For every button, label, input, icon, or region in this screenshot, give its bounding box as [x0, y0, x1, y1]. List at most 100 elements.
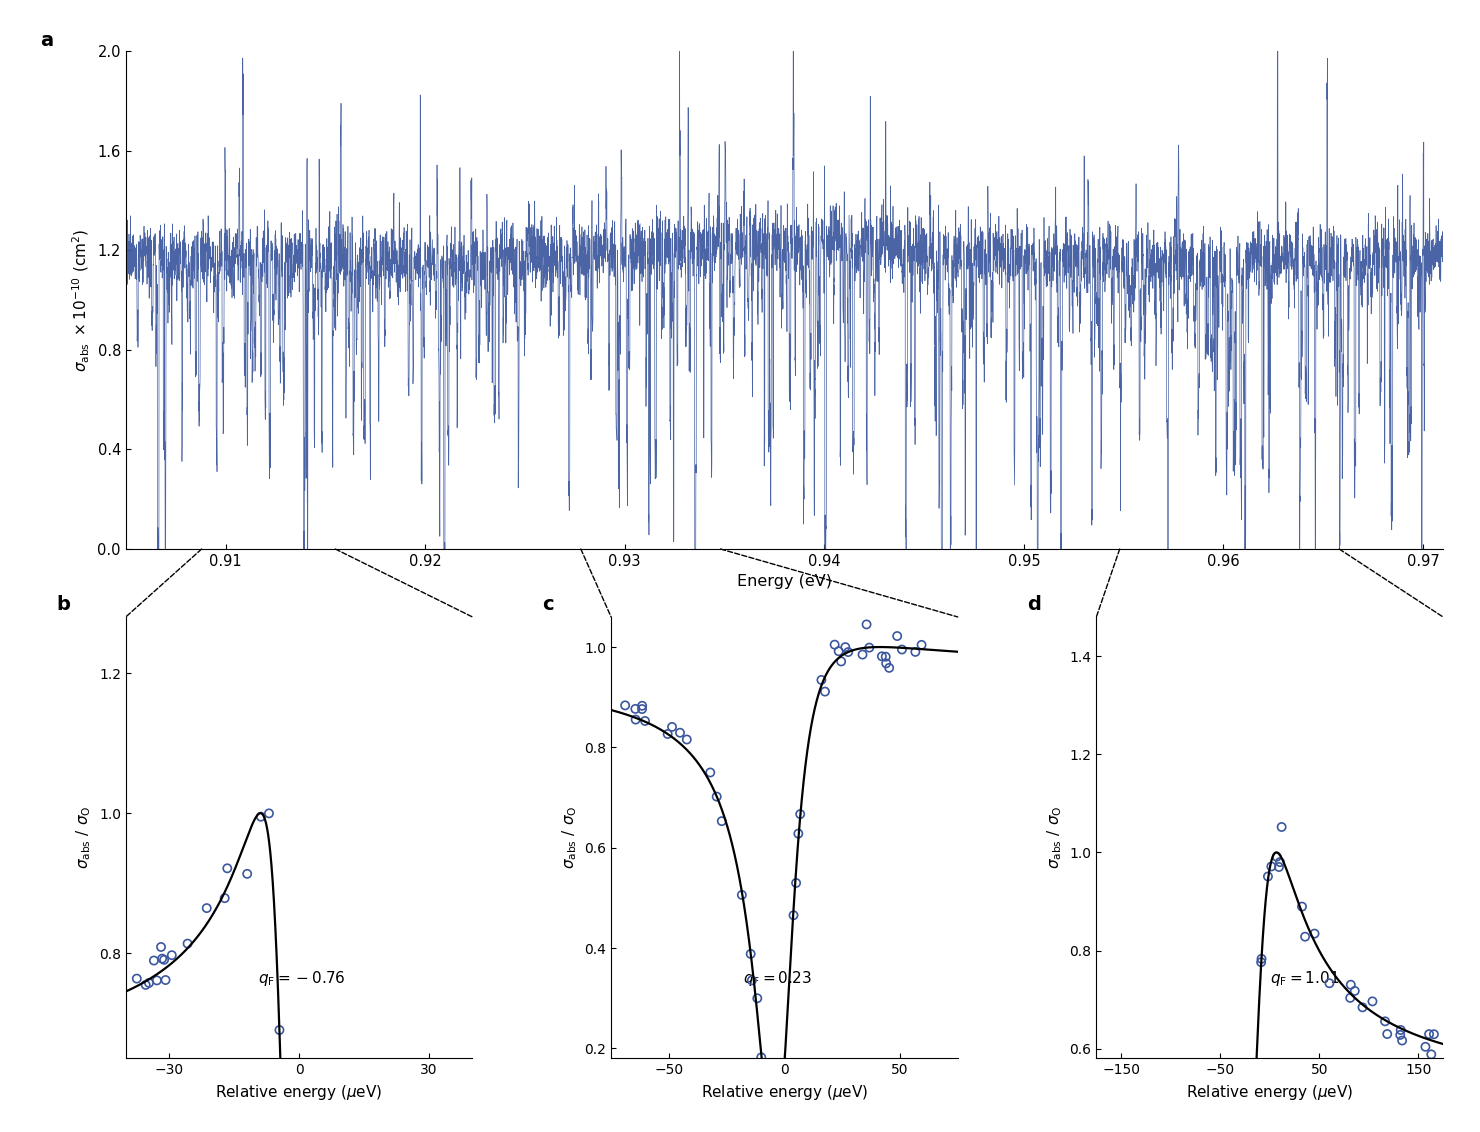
Point	[656, 724, 679, 743]
Point	[1388, 1021, 1412, 1039]
Point	[1342, 981, 1366, 1000]
Point	[1422, 1026, 1446, 1044]
Point	[176, 935, 200, 953]
Point	[660, 718, 684, 736]
Point	[855, 616, 879, 634]
Point	[1291, 898, 1314, 916]
Point	[875, 654, 898, 672]
Point	[1242, 1105, 1265, 1123]
Point	[216, 859, 240, 877]
Text: a: a	[40, 31, 53, 50]
Point	[448, 1113, 472, 1131]
Point	[739, 945, 762, 963]
Point	[138, 974, 161, 992]
Point	[154, 971, 178, 989]
Point	[704, 788, 728, 806]
Point	[1360, 993, 1384, 1011]
Y-axis label: $\sigma_\mathrm{abs}\ \times 10^{-10}\ (\mathrm{cm}^2)$: $\sigma_\mathrm{abs}\ \times 10^{-10}\ (…	[71, 229, 92, 371]
Point	[1351, 998, 1375, 1017]
X-axis label: Relative energy ($\mu$eV): Relative energy ($\mu$eV)	[216, 1083, 383, 1101]
Point	[142, 952, 166, 970]
Point	[1294, 927, 1317, 945]
Point	[903, 643, 926, 661]
Point	[149, 938, 173, 957]
Text: $q_{\mathrm{F}} = 0.23$: $q_{\mathrm{F}} = 0.23$	[743, 969, 811, 988]
Point	[1338, 989, 1362, 1007]
Point	[699, 763, 722, 781]
Y-axis label: $\sigma_\mathrm{abs}\ /\ \sigma_\mathrm{O}$: $\sigma_\mathrm{abs}\ /\ \sigma_\mathrm{…	[559, 806, 579, 869]
Point	[1249, 953, 1273, 971]
Point	[1268, 854, 1292, 872]
Point	[1390, 1031, 1413, 1049]
Point	[1257, 867, 1280, 885]
Point	[784, 874, 808, 892]
Point	[1249, 950, 1273, 968]
Text: $q_{\mathrm{F}} = 1.01$: $q_{\mathrm{F}} = 1.01$	[1270, 969, 1339, 988]
Point	[623, 700, 647, 718]
Point	[1375, 1024, 1399, 1043]
Point	[1317, 975, 1341, 993]
Point	[823, 635, 847, 653]
Point	[133, 976, 157, 994]
Point	[1339, 976, 1363, 994]
Point	[258, 805, 281, 823]
Point	[789, 805, 813, 823]
Point	[1418, 1026, 1442, 1044]
Point	[758, 1109, 781, 1127]
Point	[851, 645, 875, 663]
Point	[878, 659, 901, 677]
Point	[1270, 818, 1294, 837]
Point	[633, 712, 657, 730]
Point	[630, 700, 654, 718]
Point	[833, 638, 857, 657]
Point	[268, 1021, 292, 1039]
Point	[623, 711, 647, 729]
Point	[151, 950, 175, 968]
Point	[710, 812, 734, 830]
Point	[630, 696, 654, 714]
Point	[1259, 857, 1283, 875]
Point	[786, 824, 810, 842]
Point	[749, 1048, 773, 1066]
Text: b: b	[56, 594, 71, 614]
Point	[885, 627, 909, 645]
Point	[836, 643, 860, 661]
Y-axis label: $\sigma_\mathrm{abs}\ /\ \sigma_\mathrm{O}$: $\sigma_\mathrm{abs}\ /\ \sigma_\mathrm{…	[74, 806, 93, 869]
Point	[195, 899, 219, 917]
Point	[1388, 1026, 1412, 1044]
Point	[1373, 1012, 1397, 1030]
Point	[160, 946, 184, 964]
Point	[1267, 858, 1291, 876]
Point	[827, 642, 851, 660]
X-axis label: Energy (eV): Energy (eV)	[737, 574, 832, 590]
Point	[667, 723, 691, 741]
Point	[759, 1126, 783, 1132]
Point	[857, 638, 881, 657]
Point	[1419, 1045, 1443, 1063]
Point	[730, 886, 753, 904]
Point	[235, 865, 259, 883]
Point	[740, 971, 764, 989]
Point	[746, 989, 770, 1007]
Point	[249, 807, 272, 825]
Point	[870, 648, 894, 666]
Point	[762, 1130, 786, 1132]
Point	[1413, 1038, 1437, 1056]
Point	[873, 648, 897, 666]
Y-axis label: $\sigma_\mathrm{abs}\ /\ \sigma_\mathrm{O}$: $\sigma_\mathrm{abs}\ /\ \sigma_\mathrm{…	[1045, 806, 1064, 869]
X-axis label: Relative energy ($\mu$eV): Relative energy ($\mu$eV)	[1185, 1083, 1353, 1101]
X-axis label: Relative energy ($\mu$eV): Relative energy ($\mu$eV)	[700, 1083, 869, 1101]
Point	[1265, 848, 1289, 866]
Point	[829, 652, 852, 670]
Point	[910, 636, 934, 654]
Point	[675, 730, 699, 748]
Point	[124, 969, 148, 987]
Point	[1302, 925, 1326, 943]
Point	[813, 683, 836, 701]
Text: $q_{\mathrm{F}} = -0.76$: $q_{\mathrm{F}} = -0.76$	[258, 969, 345, 988]
Point	[213, 889, 237, 907]
Point	[889, 641, 913, 659]
Point	[613, 696, 636, 714]
Point	[810, 671, 833, 689]
Text: d: d	[1027, 594, 1040, 614]
